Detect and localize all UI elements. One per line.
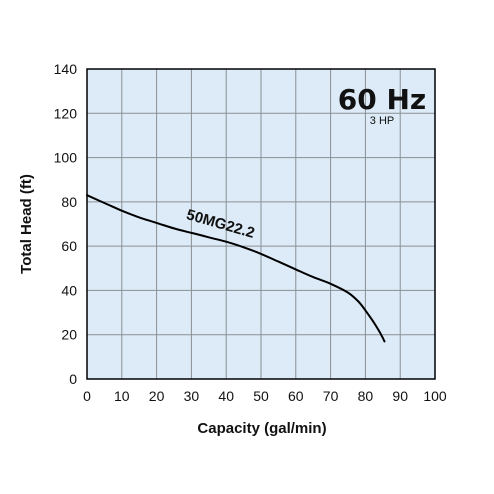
x-axis-label: Capacity (gal/min)	[197, 420, 326, 437]
chart-subtitle: 3 HP	[370, 115, 394, 127]
x-tick-label: 70	[323, 388, 339, 404]
plot-frame	[86, 68, 436, 380]
x-tick-label: 60	[288, 388, 304, 404]
x-tick-label: 90	[392, 388, 408, 404]
y-axis-ticks: 0 20 40 60 80 100 120 140	[54, 61, 78, 387]
y-tick-label: 0	[69, 371, 77, 387]
x-axis-ticks: 0 10 20 30 40 50 60 70 80 90 100	[83, 388, 447, 404]
y-tick-label: 80	[61, 194, 77, 210]
y-tick-label: 40	[61, 282, 77, 298]
y-tick-label: 120	[54, 105, 78, 121]
y-tick-label: 60	[61, 238, 77, 254]
chart-title: 60 Hz	[338, 83, 426, 116]
x-tick-label: 40	[218, 388, 234, 404]
series-line	[86, 194, 386, 343]
y-tick-label: 20	[61, 327, 77, 343]
x-tick-label: 10	[114, 388, 130, 404]
x-tick-label: 80	[358, 388, 374, 404]
x-tick-label: 0	[83, 388, 91, 404]
y-tick-label: 100	[54, 150, 78, 166]
x-tick-label: 20	[149, 388, 165, 404]
y-axis-label: Total Head (ft)	[18, 174, 35, 274]
x-tick-label: 50	[253, 388, 269, 404]
y-tick-label: 140	[54, 61, 78, 77]
x-tick-label: 100	[423, 388, 447, 404]
x-tick-label: 30	[184, 388, 200, 404]
grid-lines	[87, 69, 435, 379]
